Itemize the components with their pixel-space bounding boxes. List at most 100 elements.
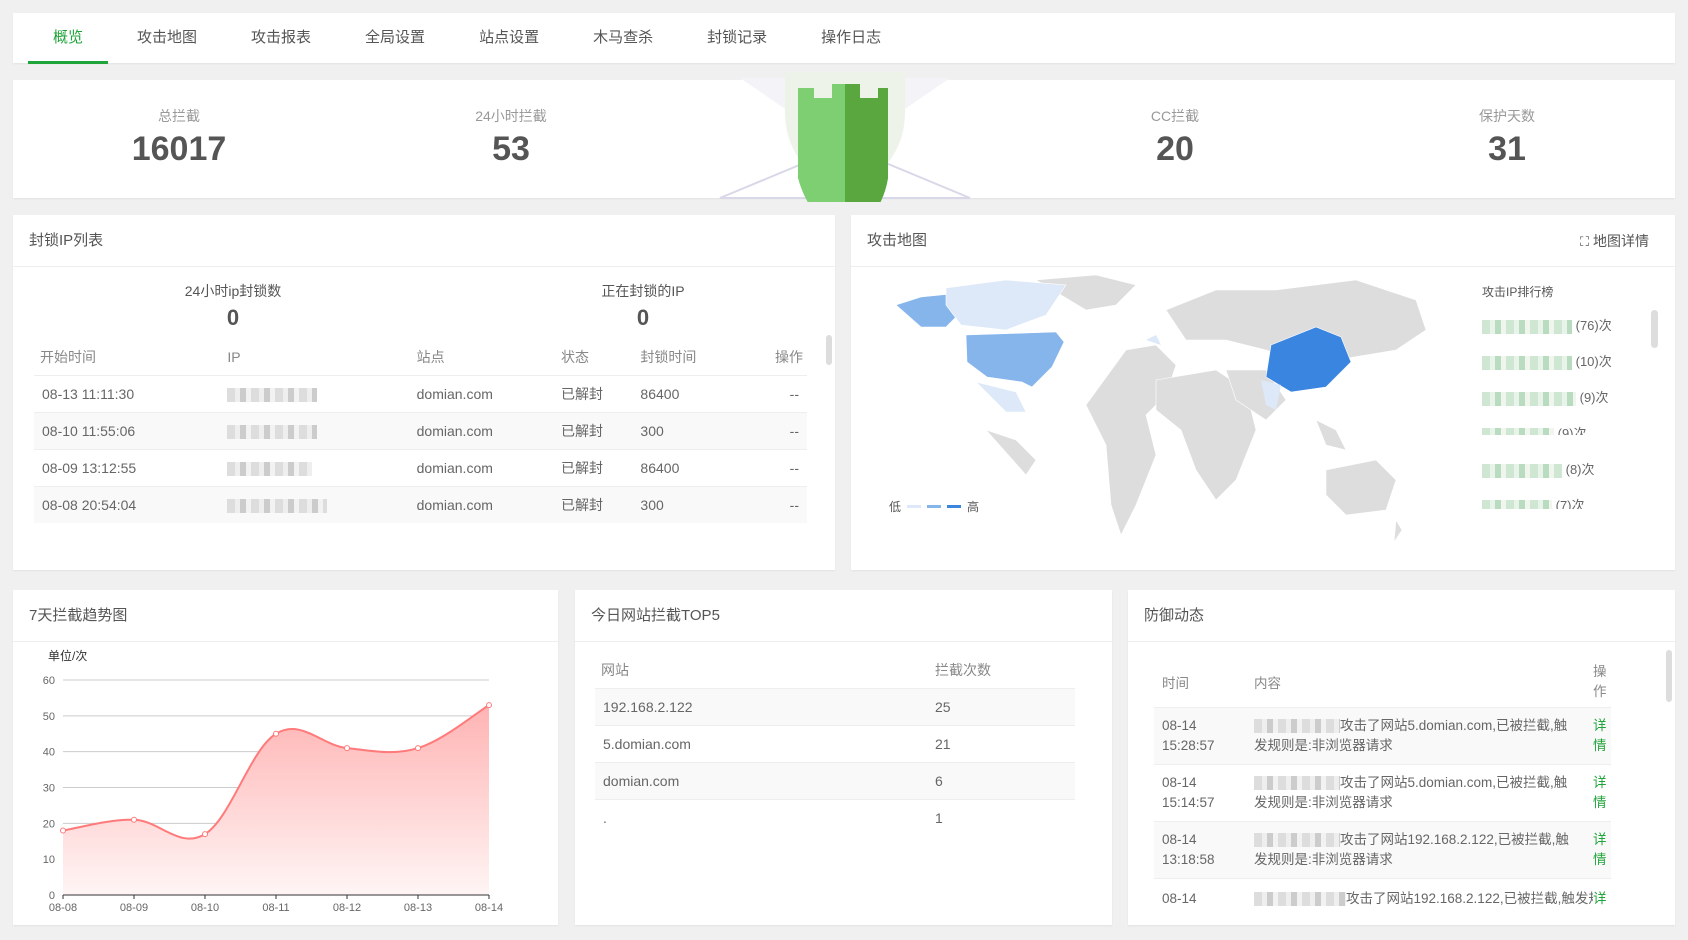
y-tick-label: 60 [43,675,55,687]
x-tick-label: 08-11 [262,902,289,914]
cell-content: 攻击了网站192.168.2.122,已被拦截,触发规则是:非浏览器请求 [1254,830,1593,870]
label: 正在封锁的IP [601,283,685,299]
panel-title: 今日网站拦截TOP5 [575,590,1112,642]
detail-link[interactable]: 详情 [1593,718,1607,753]
table-row: .1 [595,799,1075,836]
date: 08-14 [1162,832,1197,847]
table-row: 08-14 13:18:58 攻击了网站192.168.2.122,已被拦截,触发… [1154,822,1611,879]
legend-swatch-low [907,505,922,508]
col-site: 站点 [416,348,445,365]
value: 0 [226,305,240,330]
scrollbar[interactable] [1666,650,1672,702]
tab-overview[interactable]: 概览 [28,13,109,64]
tab-operation-log[interactable]: 操作日志 [821,29,882,46]
cell-site: 192.168.2.122 [603,698,693,715]
stat-cc: CC拦截 20 [1075,106,1275,169]
rank-count: (8)次 [1565,462,1595,477]
stat-value: 20 [1156,130,1194,168]
cell-time: 08-08 20:54:04 [42,496,137,513]
cell-site: domian.com [416,459,493,476]
stat-value: 53 [492,130,530,168]
tab-attack-report[interactable]: 攻击报表 [251,29,312,46]
detail-link[interactable]: 详情 [1593,832,1607,867]
ip-ranking-list-more: (8)次 (7)次 [1482,459,1595,523]
rank-count: (10)次 [1575,354,1612,369]
content: 攻击了网站5.domian.com,已被拦截,触发规则是:非浏览器请求 [1254,775,1568,810]
stat-label: 总拦截 [158,108,200,124]
cell-content: 攻击了网站192.168.2.122,已被拦截,触发规 [1254,889,1593,909]
col-start-time: 开始时间 [40,348,96,365]
col-ip: IP [227,348,241,365]
data-point [60,827,66,834]
cell-duration: 300 [640,422,664,439]
stat-value: 16017 [131,130,227,168]
tab-site-settings[interactable]: 站点设置 [479,29,540,46]
legend-low: 低 [889,500,902,514]
data-point [202,831,208,838]
tab-trojan-scan[interactable]: 木马查杀 [593,29,654,46]
stat-total: 总拦截 16017 [79,106,279,169]
tab-block-records[interactable]: 封锁记录 [707,29,768,46]
table-header: 时间 内容 操作 [1154,656,1611,708]
y-axis-label: 单位/次 [48,648,87,663]
cell-duration: 86400 [640,459,680,476]
panel-title: 7天拦截趋势图 [13,590,558,642]
ip-currently-blocked: 正在封锁的IP 0 [543,281,743,331]
cell-status: 已解封 [560,385,603,402]
tab-global-settings[interactable]: 全局设置 [365,29,426,46]
table-row: 08-14 15:28:57 攻击了网站5.domian.com,已被拦截,触发规… [1154,708,1611,765]
x-tick-label: 08-13 [404,902,432,914]
content: 攻击了网站192.168.2.122,已被拦截,触发规则是:非浏览器请求 [1254,832,1569,867]
time: 15:14:57 [1162,795,1215,810]
rank-count: (9)次 [1557,426,1587,435]
y-tick-label: 0 [49,890,55,902]
defense-panel: 防御动态 时间 内容 操作 08-14 15:28:57 攻击了网站5.domia… [1128,590,1675,925]
blocked-ip-table: 开始时间 IP 站点 状态 封锁时间 操作 08-13 11:11:30 domi… [34,339,807,523]
cell-time: 08-14 [1162,891,1197,906]
legend-swatch-high [947,505,962,508]
cell-count: 21 [935,735,951,752]
cell-action: -- [789,422,799,439]
stat-days: 保护天数 31 [1407,106,1607,169]
cell-time: 08-13 11:11:30 [42,385,135,402]
world-map[interactable] [876,270,1436,570]
cell-status: 已解封 [560,422,603,439]
col-action: 操作 [1593,663,1607,699]
value: 0 [636,305,650,330]
ip-ranking-list: (76)次 (10)次 (9)次 (9)次 [1482,315,1632,435]
tab-attack-map[interactable]: 攻击地图 [137,29,198,46]
list-item: (76)次 [1482,315,1632,351]
panel-title: 攻击地图 [851,215,1675,267]
cell-status: 已解封 [560,459,603,476]
content: 攻击了网站5.domian.com,已被拦截,触发规则是:非浏览器请求 [1254,718,1568,753]
table-row: 08-13 11:11:30 domian.com 已解封 86400 -- [34,375,807,412]
scrollbar[interactable] [826,335,832,365]
top5-panel: 今日网站拦截TOP5 网站 拦截次数 192.168.2.122 25 5.domi… [575,590,1112,925]
defense-table: 时间 内容 操作 08-14 15:28:57 攻击了网站5.domian.com… [1154,656,1611,911]
table-row: 08-14 15:14:57 攻击了网站5.domian.com,已被拦截,触发规… [1154,765,1611,822]
cell-site: domian.com [416,496,493,513]
x-tick-label: 08-14 [475,902,503,914]
detail-link[interactable]: 详 [1593,891,1607,906]
col-site: 网站 [601,661,629,678]
col-action: 操作 [775,348,803,365]
scrollbar[interactable] [1651,310,1658,348]
content: 攻击了网站192.168.2.122,已被拦截,触发规 [1346,891,1593,906]
list-item: (8)次 [1482,459,1595,495]
x-tick-label: 08-08 [49,902,77,914]
col-count: 拦截次数 [935,661,991,678]
table-row: 192.168.2.122 25 [595,688,1075,725]
y-tick-label: 10 [43,854,55,866]
cell-time: 08-14 15:14:57 [1154,773,1254,813]
table-row: 08-09 13:12:55 domian.com 已解封 86400 -- [34,449,807,486]
detail-link[interactable]: 详情 [1593,775,1607,810]
fullscreen-icon: ⛶ [1580,234,1590,249]
cell-action: -- [789,385,799,402]
map-detail-button[interactable]: ⛶ 地图详情 [1580,231,1649,251]
nav-tabs: 概览 攻击地图 攻击报表 全局设置 站点设置 木马查杀 封锁记录 操作日志 [13,13,1675,64]
cell-site: 5.domian.com [603,735,691,752]
list-item: (9)次 [1482,423,1632,435]
cell-count: 25 [935,698,951,715]
table-row: domian.com 6 [595,762,1075,799]
